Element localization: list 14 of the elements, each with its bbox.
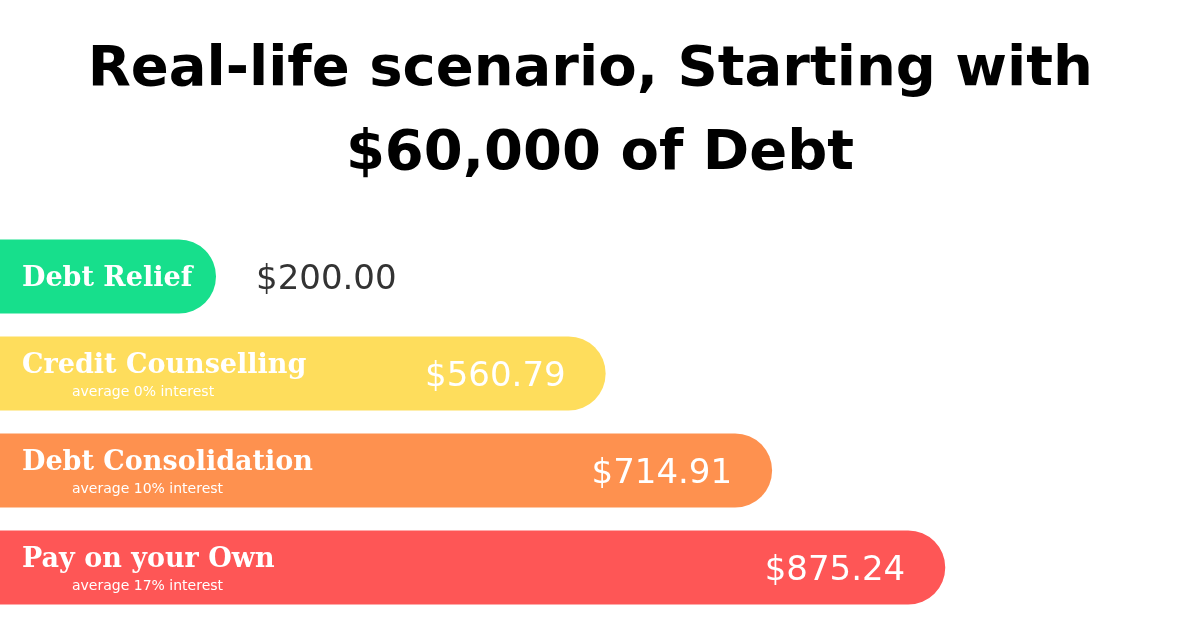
y-tick-label: Pay on your Own xyxy=(22,542,275,573)
data-label: $200.00 xyxy=(256,256,397,297)
y-tick-label: Credit Counselling xyxy=(22,348,307,379)
data-label: $875.24 xyxy=(764,547,906,588)
y-tick-label: Debt Consolidation xyxy=(22,445,314,476)
chart-title: Real-life scenario, Starting with $60,000 of Debt xyxy=(87,32,1113,182)
annotation: average 10% interest xyxy=(72,479,224,496)
y-tick-label: Debt Relief xyxy=(22,261,195,292)
annotation: average 0% interest xyxy=(72,382,215,399)
bar xyxy=(0,530,946,605)
data-label: $560.79 xyxy=(425,353,566,394)
data-label: $714.91 xyxy=(591,450,733,491)
bar xyxy=(0,433,773,508)
annotation: average 17% interest xyxy=(72,576,224,593)
